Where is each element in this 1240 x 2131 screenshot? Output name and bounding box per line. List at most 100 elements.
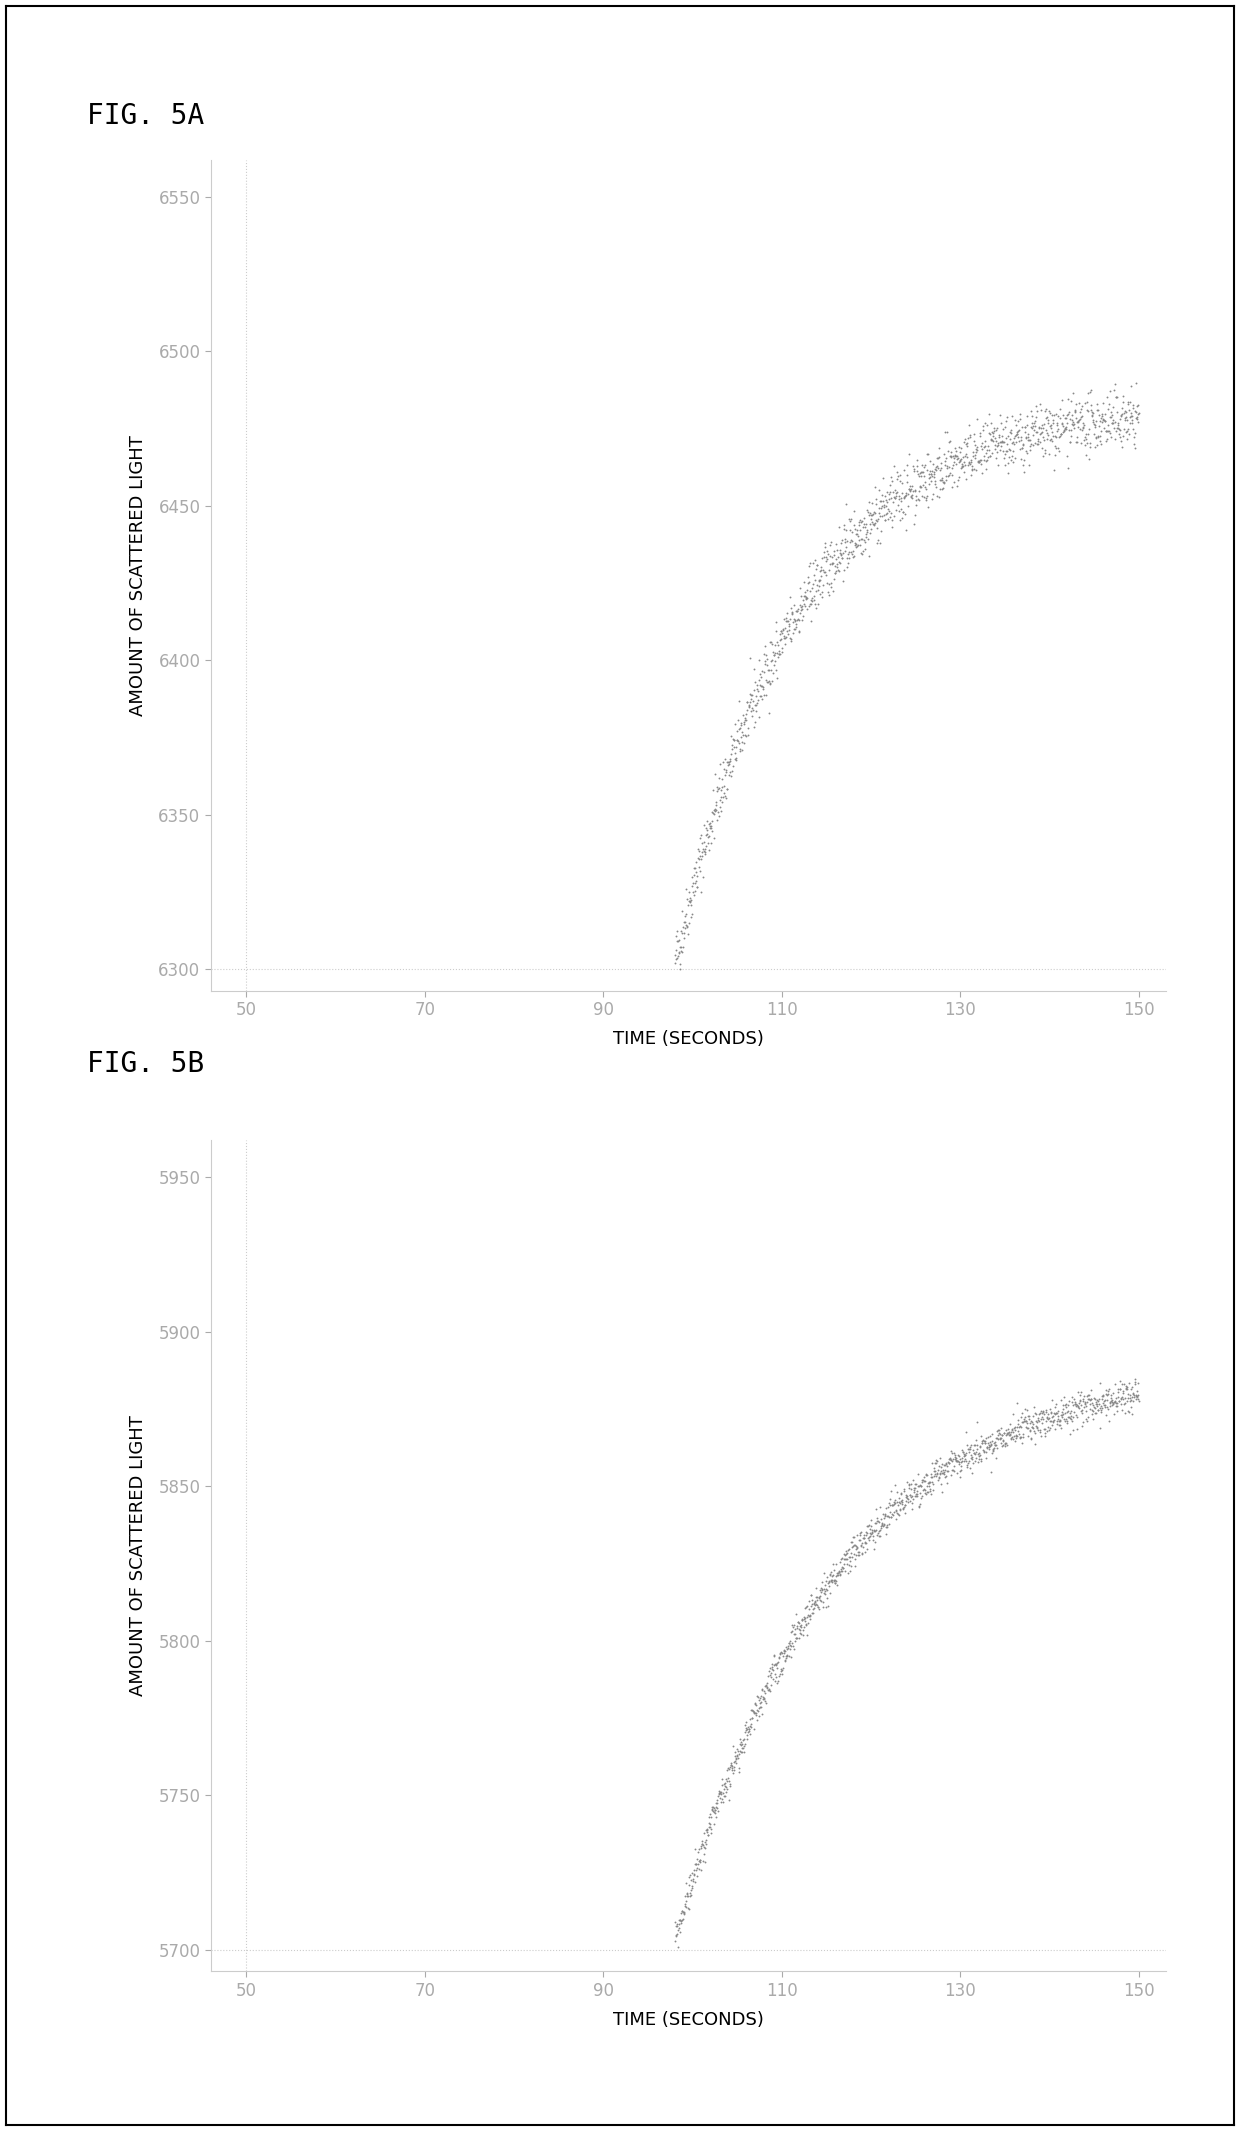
Point <box>715 1767 735 1801</box>
Point <box>768 1664 787 1698</box>
Point <box>1068 409 1087 443</box>
Point <box>784 616 804 650</box>
Point <box>903 473 923 507</box>
Point <box>1086 1387 1106 1421</box>
Point <box>839 1541 859 1575</box>
Point <box>1106 381 1126 416</box>
Point <box>697 818 717 852</box>
Point <box>1115 1381 1135 1415</box>
Point <box>720 742 740 776</box>
Point <box>801 586 821 620</box>
Point <box>1060 424 1080 458</box>
Point <box>742 1709 761 1743</box>
Point <box>718 1760 738 1794</box>
Point <box>869 1490 889 1524</box>
Point <box>1025 1398 1045 1432</box>
Point <box>1120 405 1140 439</box>
Point <box>761 665 781 699</box>
Point <box>812 575 832 609</box>
Point <box>804 1588 823 1622</box>
Point <box>1042 424 1061 458</box>
Point <box>684 874 704 908</box>
Point <box>940 1445 960 1479</box>
Point <box>773 631 792 665</box>
Point <box>918 1466 937 1500</box>
Point <box>1066 426 1086 460</box>
Point <box>1085 1383 1105 1417</box>
Point <box>773 1654 792 1688</box>
Point <box>1070 394 1090 428</box>
Point <box>959 409 978 443</box>
Point <box>1011 441 1030 475</box>
Point <box>782 597 802 631</box>
Point <box>971 428 991 462</box>
Point <box>759 1654 779 1688</box>
Point <box>1089 398 1109 433</box>
Point <box>1076 1379 1096 1413</box>
Point <box>866 1507 885 1541</box>
Point <box>1018 407 1038 441</box>
Point <box>1033 1396 1053 1430</box>
Point <box>900 473 920 507</box>
Point <box>678 1880 698 1914</box>
Point <box>816 1568 836 1603</box>
Point <box>754 637 774 671</box>
Point <box>1009 413 1029 448</box>
Point <box>844 1528 864 1562</box>
Point <box>698 827 718 861</box>
Point <box>875 503 895 537</box>
Point <box>724 1750 744 1784</box>
Point <box>823 563 843 597</box>
Point <box>1099 1404 1118 1438</box>
Point <box>851 503 870 537</box>
Point <box>1032 416 1052 450</box>
Point <box>916 1458 936 1492</box>
Point <box>1064 377 1084 411</box>
Point <box>931 1447 951 1481</box>
Point <box>987 411 1007 445</box>
Point <box>1058 1396 1078 1430</box>
Point <box>1033 439 1053 473</box>
Point <box>697 812 717 846</box>
Point <box>1075 1387 1095 1421</box>
Point <box>932 1453 952 1487</box>
Point <box>960 1434 980 1468</box>
Point <box>760 1652 780 1686</box>
Point <box>1030 1419 1050 1453</box>
Point <box>994 409 1014 443</box>
Point <box>724 722 744 757</box>
Point <box>956 1415 976 1449</box>
Point <box>877 484 897 518</box>
Point <box>667 1909 687 1943</box>
Point <box>945 441 965 475</box>
Point <box>903 1481 923 1515</box>
Point <box>734 1728 754 1762</box>
Point <box>1013 1426 1033 1460</box>
Point <box>1078 1383 1097 1417</box>
Point <box>859 486 879 520</box>
Point <box>874 1507 894 1541</box>
Point <box>707 1790 727 1824</box>
Point <box>706 757 725 791</box>
Point <box>1008 418 1028 452</box>
Point <box>1105 1366 1125 1400</box>
Point <box>849 505 869 539</box>
Point <box>680 880 699 914</box>
Point <box>992 1426 1012 1460</box>
Point <box>1122 405 1142 439</box>
Point <box>1013 428 1033 462</box>
Point <box>769 1660 789 1694</box>
Point <box>813 1573 833 1607</box>
Point <box>781 1615 801 1649</box>
Point <box>746 1703 766 1737</box>
Point <box>954 424 973 458</box>
Point <box>877 1517 897 1551</box>
Point <box>853 1522 873 1556</box>
Point <box>775 1634 795 1669</box>
Point <box>1063 1404 1083 1438</box>
Point <box>1056 413 1076 448</box>
Point <box>985 422 1004 456</box>
Point <box>1104 1387 1123 1421</box>
Point <box>698 1818 718 1852</box>
Point <box>691 1843 711 1877</box>
